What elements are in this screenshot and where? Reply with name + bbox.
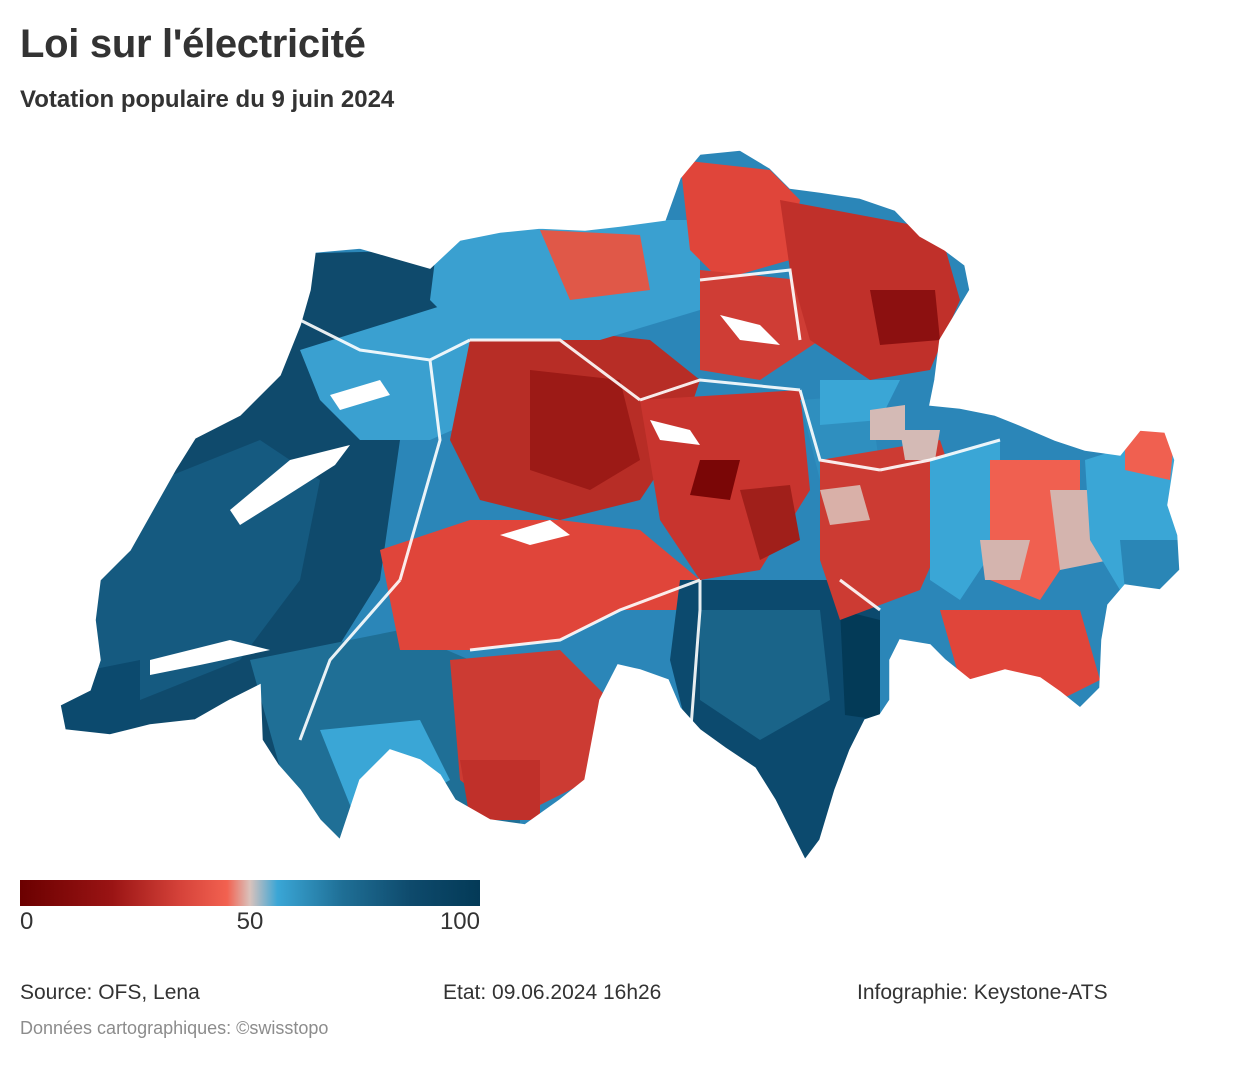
source-note: Source: OFS, Lena bbox=[20, 981, 200, 1004]
legend-gradient-bar bbox=[20, 880, 480, 906]
map-data-credit: Données cartographiques: ©swisstopo bbox=[20, 1018, 329, 1038]
canton-boundaries bbox=[298, 268, 1001, 741]
map-title: Loi sur l'électricité bbox=[20, 22, 366, 66]
switzerland-border bbox=[59, 149, 1181, 862]
legend-tick-min: 0 bbox=[20, 908, 34, 935]
status-timestamp: Etat: 09.06.2024 16h26 bbox=[443, 981, 662, 1004]
map-subtitle: Votation populaire du 9 juin 2024 bbox=[20, 86, 395, 113]
graphic-credit: Infographie: Keystone-ATS bbox=[857, 981, 1108, 1004]
switzerland-choropleth-map bbox=[0, 140, 1240, 880]
map-regions bbox=[60, 150, 1180, 860]
color-legend: 0 50 100 bbox=[20, 880, 480, 940]
legend-tick-mid: 50 bbox=[236, 908, 264, 935]
map-svg bbox=[59, 149, 1181, 862]
legend-tick-max: 100 bbox=[439, 908, 480, 935]
